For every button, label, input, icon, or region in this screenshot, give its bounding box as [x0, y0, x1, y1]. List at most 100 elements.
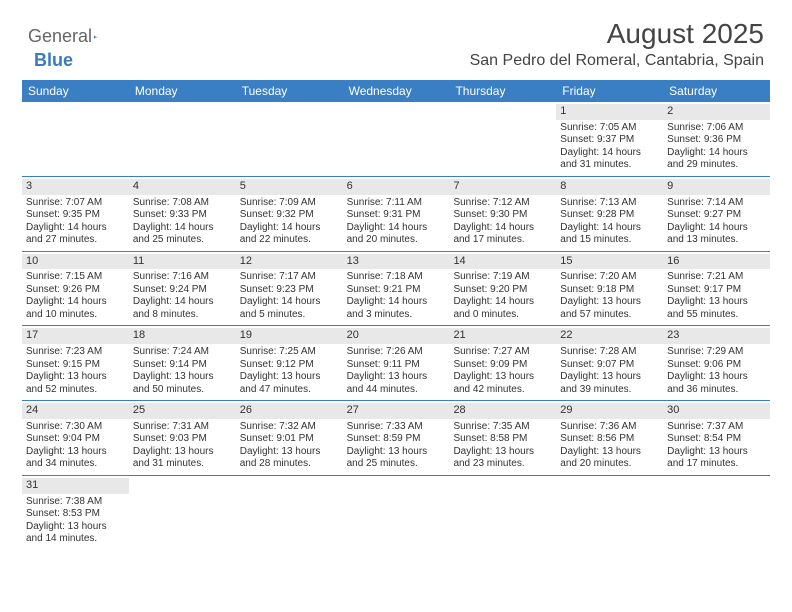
week-row: 31Sunrise: 7:38 AMSunset: 8:53 PMDayligh…	[22, 476, 770, 550]
empty-cell	[129, 102, 236, 176]
empty-cell	[449, 476, 556, 550]
dow-thursday: Thursday	[449, 80, 556, 102]
sunset-text: Sunset: 9:37 PM	[560, 134, 659, 147]
day-number: 20	[343, 328, 450, 344]
daylight-text: Daylight: 13 hours and 44 minutes.	[347, 371, 446, 396]
daylight-text: Daylight: 13 hours and 25 minutes.	[347, 446, 446, 471]
daylight-text: Daylight: 14 hours and 15 minutes.	[560, 222, 659, 247]
daylight-text: Daylight: 13 hours and 42 minutes.	[453, 371, 552, 396]
day-number	[129, 478, 236, 494]
day-number: 13	[343, 254, 450, 270]
dow-tuesday: Tuesday	[236, 80, 343, 102]
day-cell-20: 20Sunrise: 7:26 AMSunset: 9:11 PMDayligh…	[343, 326, 450, 400]
daylight-text: Daylight: 13 hours and 36 minutes.	[667, 371, 766, 396]
sunset-text: Sunset: 9:09 PM	[453, 359, 552, 372]
daylight-text: Daylight: 13 hours and 14 minutes.	[26, 521, 125, 546]
sunrise-text: Sunrise: 7:26 AM	[347, 346, 446, 359]
day-cell-18: 18Sunrise: 7:24 AMSunset: 9:14 PMDayligh…	[129, 326, 236, 400]
day-cell-25: 25Sunrise: 7:31 AMSunset: 9:03 PMDayligh…	[129, 401, 236, 475]
day-number	[129, 104, 236, 120]
day-cell-3: 3Sunrise: 7:07 AMSunset: 9:35 PMDaylight…	[22, 177, 129, 251]
sunrise-text: Sunrise: 7:12 AM	[453, 197, 552, 210]
day-cell-2: 2Sunrise: 7:06 AMSunset: 9:36 PMDaylight…	[663, 102, 770, 176]
week-row: 1Sunrise: 7:05 AMSunset: 9:37 PMDaylight…	[22, 102, 770, 177]
daylight-text: Daylight: 13 hours and 20 minutes.	[560, 446, 659, 471]
day-of-week-header: SundayMondayTuesdayWednesdayThursdayFrid…	[22, 80, 770, 102]
day-number: 30	[663, 403, 770, 419]
daylight-text: Daylight: 13 hours and 39 minutes.	[560, 371, 659, 396]
day-number: 2	[663, 104, 770, 120]
day-cell-27: 27Sunrise: 7:33 AMSunset: 8:59 PMDayligh…	[343, 401, 450, 475]
empty-cell	[236, 102, 343, 176]
daylight-text: Daylight: 13 hours and 55 minutes.	[667, 296, 766, 321]
sunrise-text: Sunrise: 7:28 AM	[560, 346, 659, 359]
day-number: 6	[343, 179, 450, 195]
dow-friday: Friday	[556, 80, 663, 102]
sunrise-text: Sunrise: 7:36 AM	[560, 421, 659, 434]
day-cell-21: 21Sunrise: 7:27 AMSunset: 9:09 PMDayligh…	[449, 326, 556, 400]
empty-cell	[343, 476, 450, 550]
day-cell-19: 19Sunrise: 7:25 AMSunset: 9:12 PMDayligh…	[236, 326, 343, 400]
sunrise-text: Sunrise: 7:25 AM	[240, 346, 339, 359]
sunset-text: Sunset: 9:36 PM	[667, 134, 766, 147]
empty-cell	[343, 102, 450, 176]
sunrise-text: Sunrise: 7:09 AM	[240, 197, 339, 210]
sunrise-text: Sunrise: 7:07 AM	[26, 197, 125, 210]
sunset-text: Sunset: 9:33 PM	[133, 209, 232, 222]
day-number: 16	[663, 254, 770, 270]
sunset-text: Sunset: 8:59 PM	[347, 433, 446, 446]
day-cell-22: 22Sunrise: 7:28 AMSunset: 9:07 PMDayligh…	[556, 326, 663, 400]
day-cell-31: 31Sunrise: 7:38 AMSunset: 8:53 PMDayligh…	[22, 476, 129, 550]
brand-line2: Blue	[34, 42, 73, 71]
daylight-text: Daylight: 14 hours and 17 minutes.	[453, 222, 552, 247]
daylight-text: Daylight: 14 hours and 22 minutes.	[240, 222, 339, 247]
sunset-text: Sunset: 9:07 PM	[560, 359, 659, 372]
daylight-text: Daylight: 13 hours and 52 minutes.	[26, 371, 125, 396]
sunrise-text: Sunrise: 7:16 AM	[133, 271, 232, 284]
week-row: 17Sunrise: 7:23 AMSunset: 9:15 PMDayligh…	[22, 326, 770, 401]
day-cell-7: 7Sunrise: 7:12 AMSunset: 9:30 PMDaylight…	[449, 177, 556, 251]
calendar: SundayMondayTuesdayWednesdayThursdayFrid…	[22, 80, 770, 550]
sunset-text: Sunset: 9:01 PM	[240, 433, 339, 446]
day-number	[663, 478, 770, 494]
day-cell-6: 6Sunrise: 7:11 AMSunset: 9:31 PMDaylight…	[343, 177, 450, 251]
location-subtitle: San Pedro del Romeral, Cantabria, Spain	[470, 52, 764, 70]
day-cell-12: 12Sunrise: 7:17 AMSunset: 9:23 PMDayligh…	[236, 252, 343, 326]
day-number	[236, 104, 343, 120]
day-number: 3	[22, 179, 129, 195]
week-row: 3Sunrise: 7:07 AMSunset: 9:35 PMDaylight…	[22, 177, 770, 252]
day-number: 14	[449, 254, 556, 270]
daylight-text: Daylight: 13 hours and 34 minutes.	[26, 446, 125, 471]
sunrise-text: Sunrise: 7:15 AM	[26, 271, 125, 284]
sunrise-text: Sunrise: 7:33 AM	[347, 421, 446, 434]
day-cell-13: 13Sunrise: 7:18 AMSunset: 9:21 PMDayligh…	[343, 252, 450, 326]
sunrise-text: Sunrise: 7:18 AM	[347, 271, 446, 284]
daylight-text: Daylight: 13 hours and 57 minutes.	[560, 296, 659, 321]
sunrise-text: Sunrise: 7:23 AM	[26, 346, 125, 359]
brand-part2: Blue	[34, 50, 73, 71]
sunset-text: Sunset: 9:23 PM	[240, 284, 339, 297]
empty-cell	[449, 102, 556, 176]
sunrise-text: Sunrise: 7:17 AM	[240, 271, 339, 284]
day-number: 9	[663, 179, 770, 195]
day-number: 19	[236, 328, 343, 344]
day-number: 1	[556, 104, 663, 120]
sunrise-text: Sunrise: 7:32 AM	[240, 421, 339, 434]
day-number: 15	[556, 254, 663, 270]
day-cell-10: 10Sunrise: 7:15 AMSunset: 9:26 PMDayligh…	[22, 252, 129, 326]
sunset-text: Sunset: 9:17 PM	[667, 284, 766, 297]
sunset-text: Sunset: 9:12 PM	[240, 359, 339, 372]
daylight-text: Daylight: 14 hours and 0 minutes.	[453, 296, 552, 321]
day-number: 31	[22, 478, 129, 494]
sunset-text: Sunset: 9:26 PM	[26, 284, 125, 297]
daylight-text: Daylight: 14 hours and 3 minutes.	[347, 296, 446, 321]
sunset-text: Sunset: 9:32 PM	[240, 209, 339, 222]
sunrise-text: Sunrise: 7:20 AM	[560, 271, 659, 284]
day-cell-29: 29Sunrise: 7:36 AMSunset: 8:56 PMDayligh…	[556, 401, 663, 475]
day-number	[236, 478, 343, 494]
day-number: 12	[236, 254, 343, 270]
sunrise-text: Sunrise: 7:30 AM	[26, 421, 125, 434]
day-cell-4: 4Sunrise: 7:08 AMSunset: 9:33 PMDaylight…	[129, 177, 236, 251]
sunrise-text: Sunrise: 7:27 AM	[453, 346, 552, 359]
day-number: 11	[129, 254, 236, 270]
